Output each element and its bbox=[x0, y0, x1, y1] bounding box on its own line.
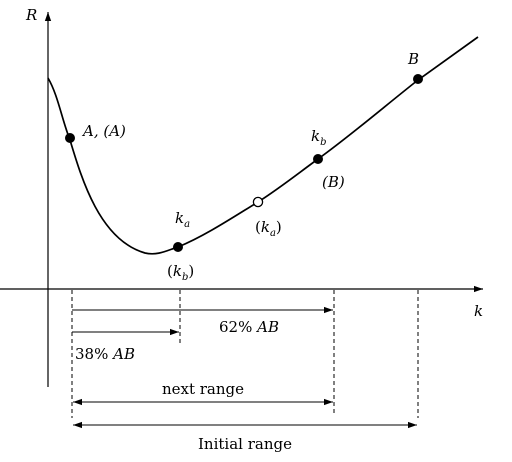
y-axis-label: R bbox=[25, 6, 37, 24]
point-kb bbox=[313, 154, 323, 164]
label-kb-paren: (kb) bbox=[167, 262, 194, 283]
label-B: B bbox=[407, 50, 419, 68]
point-ka bbox=[173, 242, 183, 252]
label-ka-paren: (ka) bbox=[255, 218, 282, 239]
label-62pct: 62% AB bbox=[219, 318, 279, 336]
label-A: A, (A) bbox=[81, 122, 126, 140]
point-A bbox=[65, 133, 75, 143]
label-kb: kb bbox=[311, 127, 327, 148]
point-B bbox=[413, 74, 423, 84]
label-initial-range: Initial range bbox=[198, 435, 292, 453]
label-38pct: 38% AB bbox=[75, 345, 135, 363]
label-ka: ka bbox=[175, 209, 190, 230]
x-axis-label: k bbox=[474, 302, 483, 320]
point-ka-new-open bbox=[252, 196, 264, 208]
label-next-range: next range bbox=[162, 380, 244, 398]
label-B-paren: (B) bbox=[322, 173, 345, 191]
